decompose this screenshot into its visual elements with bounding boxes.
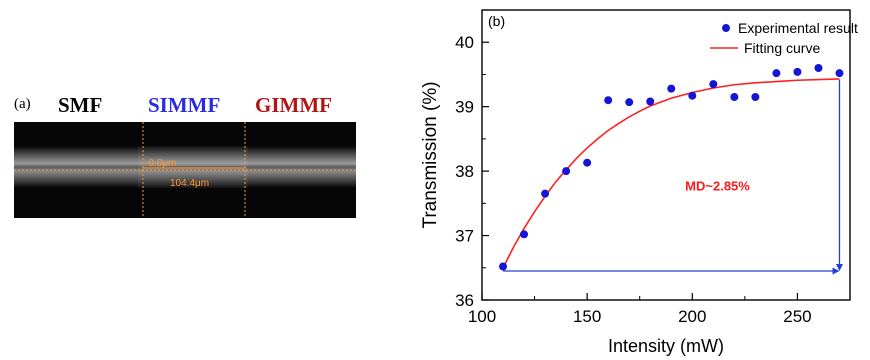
measurement-offset: -0.0μm <box>145 158 176 169</box>
panel-a-label: (a) <box>14 96 31 112</box>
x-tick-label-250: 250 <box>783 307 811 326</box>
fitting-curve-line <box>502 78 840 269</box>
y-tick-label-38: 38 <box>455 162 474 181</box>
data-point-270 <box>835 69 844 78</box>
legend-label-fit: Fitting curve <box>744 40 820 56</box>
fiber-image-panel: (a) SMF SIMMF GIMMF -0.0μm 104.4μm <box>14 93 356 218</box>
data-point-240 <box>772 69 781 78</box>
measurement-length: 104.4μm <box>170 178 209 189</box>
fit-layer <box>502 78 840 269</box>
data-point-200 <box>688 91 697 100</box>
fiber-body <box>14 146 356 188</box>
y-tick-label-37: 37 <box>455 227 474 246</box>
smf-label: SMF <box>58 93 102 117</box>
data-point-220 <box>730 93 739 101</box>
y-tick-label-39: 39 <box>455 98 474 117</box>
data-point-170 <box>625 98 634 107</box>
x-tick-label-200: 200 <box>678 307 706 326</box>
data-points <box>499 64 844 271</box>
y-tick-label-36: 36 <box>455 291 474 310</box>
x-axis-label: Intensity (mW) <box>608 336 724 356</box>
data-point-150 <box>583 158 592 167</box>
data-point-180 <box>646 97 655 106</box>
panel-b-label: (b) <box>488 13 505 29</box>
data-point-130 <box>541 189 550 198</box>
transmission-chart: 100 150 200 250 36 37 38 39 40 Experimental resu… <box>420 9 858 356</box>
data-point-210 <box>709 80 718 89</box>
data-point-230 <box>751 93 760 101</box>
data-point-110 <box>499 262 508 271</box>
range-lines <box>503 79 843 275</box>
data-point-190 <box>667 84 676 93</box>
x-tick-label-150: 150 <box>573 307 601 326</box>
data-point-250 <box>793 67 802 76</box>
legend: Experimental result Fitting curve <box>710 20 858 56</box>
data-point-260 <box>814 64 823 72</box>
range-arrow-horizontal <box>832 267 840 275</box>
data-point-140 <box>562 167 571 176</box>
data-point-160 <box>604 96 613 105</box>
x-tick-label-100: 100 <box>468 307 496 326</box>
legend-marker-experimental <box>722 24 730 32</box>
simmf-label: SIMMF <box>148 93 220 117</box>
gimmf-label: GIMMF <box>255 93 332 117</box>
md-annotation: MD~2.85% <box>685 178 750 193</box>
axes-layer: 100 150 200 250 36 37 38 39 40 <box>455 9 851 326</box>
plot-frame <box>481 9 851 301</box>
legend-label-experimental: Experimental result <box>738 20 858 36</box>
y-axis-label: Transmission (%) <box>420 81 441 228</box>
range-arrow-vertical <box>835 264 843 271</box>
fiber-splice-region <box>138 146 248 188</box>
data-point-120 <box>520 230 529 239</box>
y-tick-label-40: 40 <box>455 33 474 52</box>
